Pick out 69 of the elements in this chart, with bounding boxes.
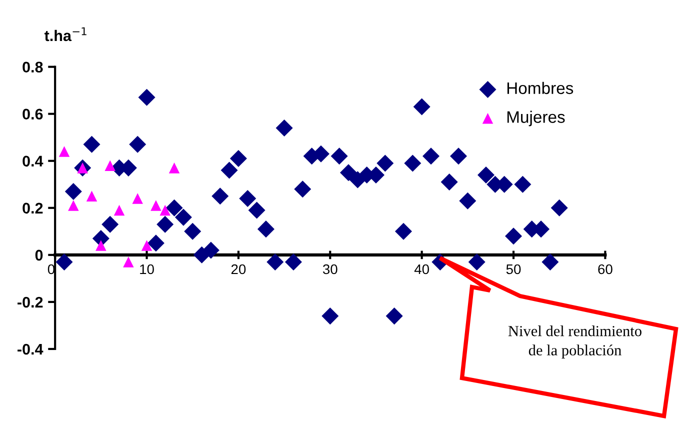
point — [550, 199, 568, 216]
y-tick-label: 0.4 — [22, 156, 44, 167]
point — [102, 216, 119, 233]
point — [294, 180, 312, 198]
point — [114, 204, 125, 216]
point — [376, 154, 394, 172]
point — [340, 164, 357, 182]
point — [514, 176, 532, 193]
legend-label: Hombres — [507, 82, 574, 94]
point — [230, 150, 247, 168]
y-tick-label: 0.2 — [22, 202, 43, 214]
y-tick-label: 0 — [35, 250, 43, 261]
point — [58, 146, 70, 157]
y-tick-label: 0.6 — [22, 108, 43, 120]
point — [394, 222, 412, 240]
point — [322, 308, 339, 325]
point — [276, 119, 293, 136]
point — [239, 190, 256, 208]
point — [150, 200, 162, 211]
point — [478, 166, 495, 184]
point — [248, 202, 266, 219]
point — [413, 98, 430, 116]
point — [174, 208, 192, 226]
point — [86, 190, 98, 202]
point — [83, 136, 100, 153]
x-tick-label: 20 — [231, 264, 246, 274]
point — [104, 160, 116, 171]
point — [450, 148, 468, 165]
point — [542, 253, 559, 270]
point — [138, 88, 156, 106]
point — [212, 188, 229, 205]
point — [202, 242, 220, 259]
point — [440, 174, 458, 191]
point — [129, 136, 146, 153]
point — [330, 148, 348, 165]
point — [386, 308, 403, 325]
y-tick-label: 0.8 — [22, 62, 43, 73]
point — [96, 240, 106, 251]
point — [160, 204, 170, 216]
y-tick-label: -0.4 — [18, 344, 44, 355]
point — [123, 256, 134, 268]
point — [64, 182, 82, 200]
point — [56, 253, 73, 270]
x-tick-label: 60 — [598, 264, 612, 274]
annotation: Nivel del rendimiento de la población — [508, 325, 642, 359]
y-tick-label: -0.2 — [18, 296, 43, 308]
point — [284, 253, 302, 270]
point — [257, 220, 274, 238]
point — [68, 200, 79, 211]
point — [166, 199, 183, 216]
point — [141, 240, 152, 251]
x-tick-label: 10 — [140, 264, 154, 274]
x-tick-label: 30 — [322, 264, 338, 274]
point — [147, 234, 164, 252]
point — [505, 228, 522, 245]
point — [156, 216, 174, 233]
y-axis-title: t.ha$^{−1}$ — [44, 27, 86, 42]
point — [168, 162, 180, 174]
point — [266, 253, 284, 270]
point — [220, 162, 238, 179]
point — [132, 193, 143, 204]
point — [468, 253, 486, 270]
point — [404, 154, 422, 172]
point — [422, 148, 440, 165]
x-tick-label: 40 — [414, 264, 430, 274]
point — [459, 192, 476, 210]
legend-label: Mujeres — [507, 110, 565, 126]
point — [184, 222, 202, 240]
x-tick-label: 50 — [506, 264, 521, 274]
